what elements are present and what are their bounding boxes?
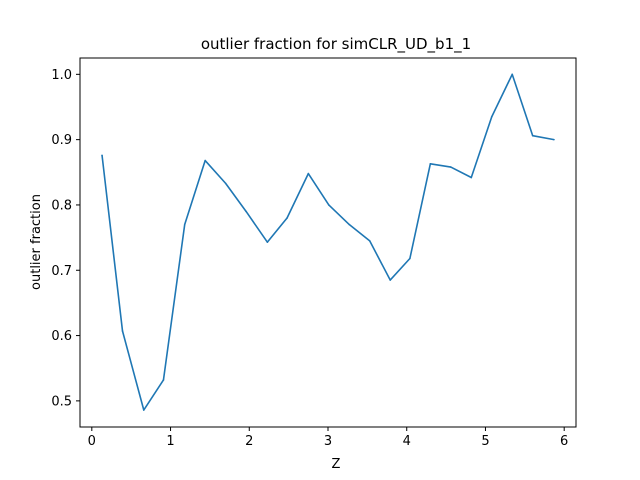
- data-point: [450, 166, 452, 168]
- y-tick-label: 0.9: [51, 133, 72, 148]
- data-point: [245, 210, 247, 213]
- data-point: [490, 115, 493, 118]
- plot-area: [101, 73, 555, 411]
- x-tick-label: 1: [166, 434, 174, 449]
- data-point: [286, 217, 288, 219]
- y-tick-label: 0.6: [51, 329, 72, 344]
- data-point: [368, 240, 371, 242]
- data-point: [348, 223, 351, 226]
- x-tick-label: 2: [245, 434, 253, 449]
- data-point: [531, 134, 534, 137]
- data-point: [266, 241, 269, 243]
- data-point: [553, 138, 555, 141]
- y-tick-label: 1.0: [51, 68, 72, 83]
- data-point: [470, 176, 473, 179]
- x-tick-label: 0: [88, 434, 96, 449]
- data-point: [511, 73, 514, 76]
- data-point: [204, 159, 206, 162]
- x-tick-label: 3: [324, 434, 332, 449]
- data-point: [224, 182, 227, 185]
- data-point: [389, 279, 391, 281]
- x-tick-label: 6: [560, 434, 568, 449]
- y-tick-label: 0.7: [51, 264, 72, 279]
- data-point: [429, 163, 432, 165]
- y-tick-label: 0.8: [51, 198, 72, 213]
- data-point: [121, 330, 124, 332]
- data-point: [142, 409, 145, 411]
- data-point: [101, 154, 103, 157]
- y-axis-label: outlier fraction: [29, 194, 44, 290]
- data-point: [409, 257, 411, 260]
- x-tick-label: 4: [403, 434, 411, 449]
- chart-title: outlier fraction for simCLR_UD_b1_1: [201, 35, 471, 54]
- x-axis: 0 1 2 3 4 5 6: [88, 427, 568, 449]
- data-point: [162, 379, 165, 381]
- x-tick-label: 5: [481, 434, 489, 449]
- plot-frame: [79, 57, 577, 428]
- data-point: [307, 172, 310, 175]
- y-axis: 0.5 0.6 0.7 0.8 0.9 1.0: [51, 68, 80, 409]
- data-point: [183, 223, 186, 226]
- x-axis-label: Z: [332, 457, 341, 472]
- y-tick-label: 0.5: [51, 394, 72, 409]
- data-point: [327, 204, 330, 206]
